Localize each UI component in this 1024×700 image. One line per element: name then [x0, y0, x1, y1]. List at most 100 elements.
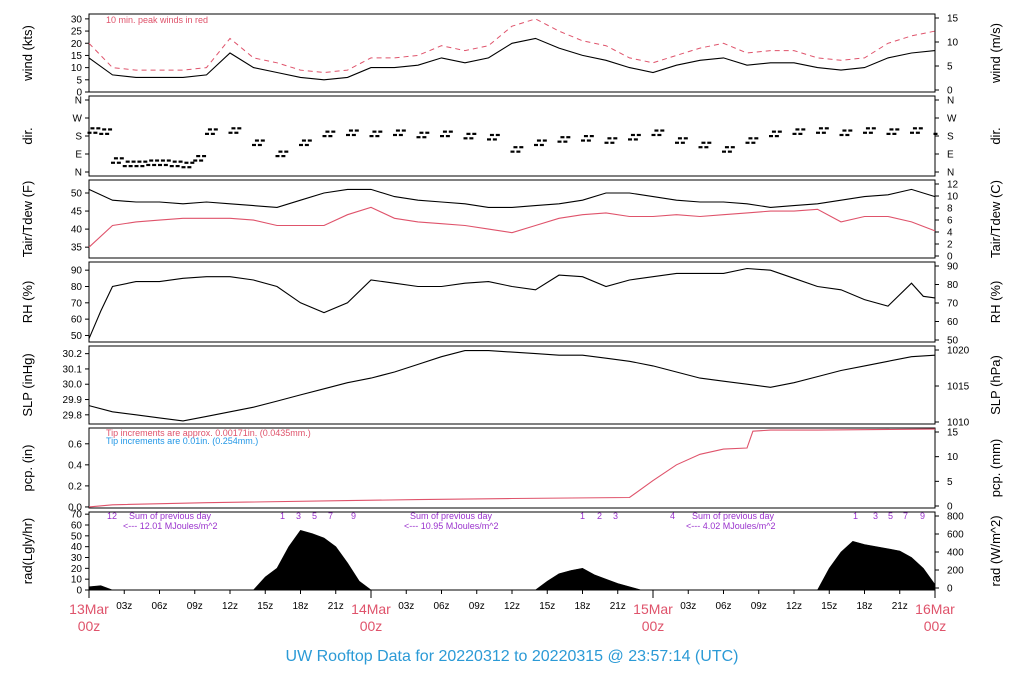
direction-direction-point: [745, 141, 750, 144]
direction-direction-point: [492, 138, 497, 141]
radiation-marker-number: 7: [328, 511, 333, 521]
direction-direction-point: [677, 137, 682, 140]
time-tick-label: 21z: [328, 601, 344, 612]
direction-direction-point: [839, 133, 844, 137]
direction-direction-point: [466, 132, 471, 135]
direction-direction-point: [751, 141, 756, 144]
direction-direction-point: [654, 129, 659, 132]
direction-direction-point: [252, 143, 256, 147]
direction-direction-point: [566, 136, 571, 139]
direction-direction-point: [131, 160, 136, 163]
direction-direction-point: [348, 129, 353, 132]
direction-direction-point: [842, 129, 847, 132]
direction-direction-point: [166, 159, 171, 162]
wind-speed-line: [88, 37, 936, 81]
humidity-ytick-label: 90: [71, 266, 83, 277]
temperature-Tair-line: [88, 188, 936, 208]
direction-direction-point: [769, 135, 773, 138]
direction-direction-point: [680, 141, 685, 144]
direction-direction-point: [701, 141, 706, 144]
time-tick-label: 09z: [187, 601, 203, 612]
time-tick-label: 21z: [892, 601, 908, 612]
radiation-ytick-label: 60: [71, 521, 83, 532]
radiation-ytick-label: 70: [71, 510, 83, 521]
direction-direction-point: [234, 131, 239, 134]
pressure-SLP-line: [88, 350, 936, 422]
direction-direction-point: [307, 139, 312, 142]
time-tick-label: 15z: [821, 601, 837, 612]
time-tick-label: 18z: [574, 601, 590, 612]
direction-direction-point: [401, 129, 406, 132]
wind-ytick-label: 5: [76, 75, 82, 86]
direction-direction-point: [516, 150, 521, 153]
direction-direction-point: [152, 163, 157, 167]
radiation-daily-note-value: <--- 12.01 MJoules/m^2: [123, 521, 218, 531]
radiation-ytick-right-label: 200: [947, 566, 964, 577]
time-tick-label: 12z: [222, 601, 238, 612]
direction-direction-point: [93, 131, 98, 134]
direction-direction-point: [237, 127, 242, 130]
precipitation-ylabel-right: pcp. (mm): [988, 439, 1003, 498]
humidity-ylabel: RH (%): [20, 281, 35, 324]
temperature-ytick-right-label: 4: [947, 228, 953, 239]
temperature-ylabel: Tair/Tdew (F): [20, 181, 35, 258]
direction-ytick-right-label: E: [947, 150, 954, 161]
time-tick-label: 21z: [610, 601, 626, 612]
temperature-ytick-right-label: 12: [947, 180, 959, 191]
time-tick-label: 09z: [751, 601, 767, 612]
direction-direction-point: [848, 129, 853, 132]
direction-direction-point: [821, 131, 826, 134]
direction-direction-point: [704, 146, 709, 149]
direction-direction-point: [378, 130, 383, 133]
temperature-ytick-label: 35: [71, 243, 83, 254]
direction-direction-point: [589, 135, 594, 138]
precipitation-ytick-label: 0.2: [68, 481, 82, 492]
direction-direction-point: [583, 135, 588, 138]
radiation-ytick-label: 0: [76, 586, 82, 597]
radiation-ytick-right-label: 400: [947, 548, 964, 559]
humidity-ytick-label: 50: [71, 331, 83, 342]
time-tick-label: 06z: [151, 601, 167, 612]
direction-direction-point: [299, 143, 303, 147]
direction-direction-point: [96, 127, 101, 130]
humidity-ytick-right-label: 80: [947, 280, 959, 291]
direction-direction-point: [354, 129, 359, 132]
direction-direction-point: [111, 161, 115, 164]
precipitation-panel: 0.0 0.2 0.4 0.6 0 5 10 15 pcp. (in) pcp. (mm) Tip …: [20, 427, 1003, 513]
precipitation-ytick-label: 0.4: [68, 460, 82, 471]
direction-direction-point: [196, 155, 201, 158]
direction-direction-point: [369, 135, 374, 138]
radiation-ylabel-right: rad (W/m^2): [988, 515, 1003, 586]
time-tick-label: 06z: [715, 601, 731, 612]
precipitation-annotation: Tip increments are approx. 0.00171in. (0…: [106, 428, 311, 438]
radiation-ytick-right-label: 600: [947, 530, 964, 541]
radiation-marker-number: 1: [280, 511, 285, 521]
time-tick-label: 12z: [504, 601, 520, 612]
direction-direction-point: [795, 128, 800, 131]
direction-direction-point: [116, 161, 121, 164]
humidity-ylabel-right: RH (%): [988, 281, 1003, 324]
pressure-ytick-right-label: 1020: [947, 346, 970, 357]
direction-direction-point: [495, 133, 500, 137]
direction-direction-point: [560, 136, 565, 139]
direction-direction-point: [798, 132, 803, 135]
wind-frame: [88, 13, 936, 93]
radiation-ytick-label: 10: [71, 575, 83, 586]
time-tick-label: 03z: [398, 601, 414, 612]
direction-direction-point: [513, 146, 518, 149]
direction-direction-point: [542, 139, 547, 142]
humidity-ytick-right-label: 60: [947, 317, 959, 328]
direction-direction-point: [472, 132, 477, 135]
wind-ylabel: wind (kts): [20, 25, 35, 82]
direction-direction-point: [163, 163, 168, 167]
direction-direction-point: [254, 139, 259, 142]
wind-ytick-label: 0: [76, 88, 82, 99]
radiation-daily-note-value: <--- 10.95 MJoules/m^2: [404, 521, 499, 531]
direction-direction-point: [304, 143, 309, 147]
precipitation-ytick-right-label: 0: [947, 502, 953, 513]
direction-direction-point: [169, 165, 174, 168]
pressure-ytick-label: 30.0: [63, 380, 83, 391]
direction-ytick-label: N: [75, 96, 82, 107]
direction-direction-point: [889, 128, 894, 131]
